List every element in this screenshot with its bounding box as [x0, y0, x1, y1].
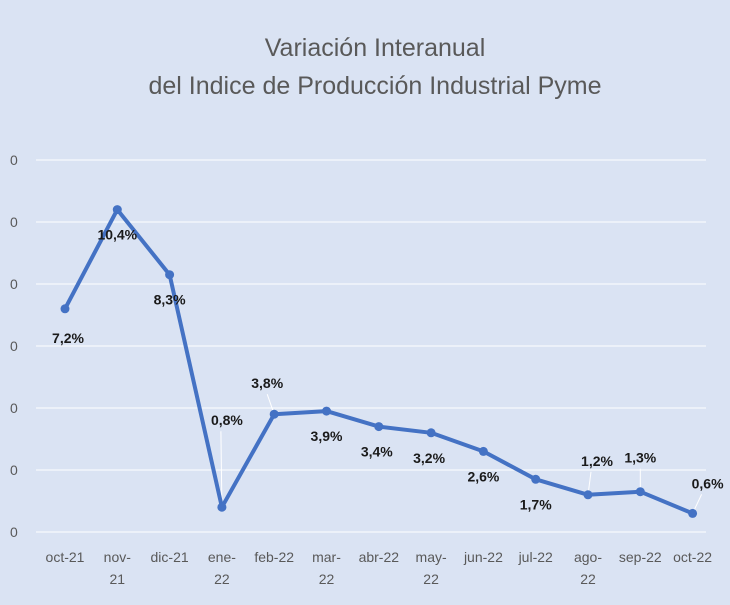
- data-point: [322, 406, 331, 416]
- x-tick-label: oct-22: [673, 549, 712, 565]
- y-axis-ticks: 0 0 0 0 0 0 0: [10, 152, 18, 540]
- data-point: [583, 490, 593, 500]
- x-axis-ticks: oct-21 nov-21 dic-21 ene-22 feb-22 mar-22 abr-…: [46, 549, 713, 587]
- data-label: 2,6%: [467, 468, 499, 484]
- data-label: 3,4%: [361, 444, 393, 460]
- data-point: [60, 304, 70, 314]
- data-point: [165, 270, 175, 280]
- data-label: 10,4%: [97, 227, 137, 243]
- x-tick-label: sep-22: [619, 549, 662, 565]
- gridlines: [36, 159, 706, 533]
- x-tick-label: dic-21: [151, 549, 189, 565]
- y-tick-label: 0: [10, 338, 18, 354]
- data-point: [635, 487, 645, 497]
- data-point: [269, 409, 279, 419]
- x-tick-label: ene-22: [208, 549, 236, 587]
- x-tick-label: nov-21: [104, 549, 132, 587]
- x-tick-label: may-22: [416, 549, 447, 587]
- data-point: [217, 502, 227, 512]
- chart-title-line: Variación Interanual: [265, 34, 486, 62]
- data-label: 1,7%: [520, 496, 552, 512]
- y-tick-label: 0: [10, 152, 18, 168]
- data-point: [531, 474, 541, 484]
- data-label: 3,2%: [413, 450, 445, 466]
- data-point: [426, 428, 436, 438]
- data-label: 8,3%: [154, 292, 186, 308]
- data-label: 0,6%: [692, 475, 724, 491]
- y-tick-label: 0: [10, 462, 18, 478]
- data-point: [112, 205, 122, 215]
- label-leader-line: [220, 431, 223, 508]
- chart-title: Variación Interanual del Indice de Produc…: [148, 34, 601, 100]
- data-label: 1,2%: [581, 453, 613, 469]
- data-label: 3,8%: [251, 375, 283, 391]
- data-label: 1,3%: [624, 450, 656, 466]
- data-point: [374, 422, 384, 432]
- y-tick-label: 0: [10, 400, 18, 416]
- data-point: [688, 508, 698, 518]
- x-tick-label: jun-22: [463, 549, 503, 565]
- x-tick-label: oct-21: [46, 549, 85, 565]
- y-tick-label: 0: [10, 524, 18, 540]
- x-tick-label: feb-22: [254, 549, 294, 565]
- y-tick-label: 0: [10, 276, 18, 292]
- series: [60, 205, 698, 518]
- data-label: 7,2%: [52, 330, 84, 346]
- data-label: 0,8%: [211, 412, 243, 428]
- data-point: [478, 446, 488, 456]
- x-tick-label: jul-22: [518, 549, 553, 565]
- data-label: 3,9%: [311, 428, 343, 444]
- x-tick-label: abr-22: [359, 549, 400, 565]
- chart-title-line: del Indice de Producción Industrial Pyme: [148, 72, 601, 100]
- x-tick-label: ago-22: [574, 549, 602, 587]
- data-labels: 7,2% 10,4% 8,3% 0,8% 3,8% 3,9% 3,4% 3,2% 2,6% 1,7…: [52, 227, 724, 513]
- y-tick-label: 0: [10, 214, 18, 230]
- x-tick-label: mar-22: [312, 549, 341, 587]
